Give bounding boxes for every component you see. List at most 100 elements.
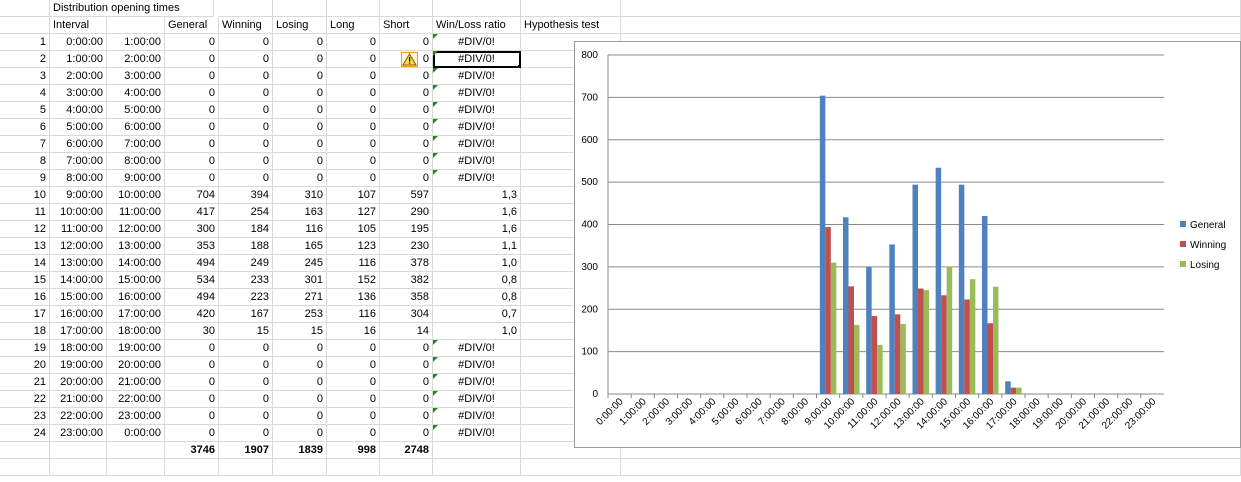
column-header[interactable]: Win/Loss ratio bbox=[433, 17, 521, 34]
interval-start[interactable]: 13:00:00 bbox=[50, 255, 107, 272]
row-number[interactable]: 21 bbox=[0, 374, 50, 391]
short-cell[interactable]: 0 bbox=[380, 170, 433, 187]
row-number[interactable]: 24 bbox=[0, 425, 50, 442]
losing-cell[interactable]: 0 bbox=[273, 68, 327, 85]
ratio-cell[interactable]: 0,8 bbox=[433, 289, 521, 306]
losing-cell[interactable]: 0 bbox=[273, 374, 327, 391]
losing-cell[interactable]: 0 bbox=[273, 425, 327, 442]
interval-start[interactable]: 1:00:00 bbox=[50, 51, 107, 68]
winning-cell[interactable]: 0 bbox=[219, 153, 273, 170]
interval-end[interactable]: 17:00:00 bbox=[107, 306, 165, 323]
empty-cell[interactable] bbox=[621, 17, 1241, 34]
interval-end[interactable]: 16:00:00 bbox=[107, 289, 165, 306]
losing-cell[interactable]: 0 bbox=[273, 153, 327, 170]
long-cell[interactable]: 0 bbox=[327, 357, 380, 374]
long-cell[interactable]: 116 bbox=[327, 306, 380, 323]
interval-end[interactable]: 22:00:00 bbox=[107, 391, 165, 408]
total-general[interactable]: 3746 bbox=[165, 442, 219, 459]
general-cell[interactable]: 534 bbox=[165, 272, 219, 289]
row-number[interactable]: 4 bbox=[0, 85, 50, 102]
interval-start[interactable]: 11:00:00 bbox=[50, 221, 107, 238]
ratio-cell[interactable]: 0,7 bbox=[433, 306, 521, 323]
empty-cell[interactable] bbox=[327, 0, 380, 17]
long-cell[interactable]: 136 bbox=[327, 289, 380, 306]
interval-start[interactable]: 14:00:00 bbox=[50, 272, 107, 289]
winning-cell[interactable]: 0 bbox=[219, 51, 273, 68]
winning-cell[interactable]: 0 bbox=[219, 340, 273, 357]
interval-end[interactable]: 10:00:00 bbox=[107, 187, 165, 204]
empty-cell[interactable] bbox=[107, 442, 165, 459]
losing-cell[interactable]: 0 bbox=[273, 34, 327, 51]
long-cell[interactable]: 0 bbox=[327, 391, 380, 408]
interval-end[interactable]: 12:00:00 bbox=[107, 221, 165, 238]
row-number[interactable]: 5 bbox=[0, 102, 50, 119]
empty-cell[interactable] bbox=[107, 459, 165, 476]
interval-end[interactable]: 14:00:00 bbox=[107, 255, 165, 272]
long-cell[interactable]: 107 bbox=[327, 187, 380, 204]
interval-end[interactable]: 6:00:00 bbox=[107, 119, 165, 136]
empty-cell[interactable] bbox=[433, 0, 521, 17]
losing-cell[interactable]: 165 bbox=[273, 238, 327, 255]
long-cell[interactable]: 127 bbox=[327, 204, 380, 221]
long-cell[interactable]: 0 bbox=[327, 51, 380, 68]
short-cell[interactable]: 0 bbox=[380, 85, 433, 102]
row-number[interactable]: 6 bbox=[0, 119, 50, 136]
general-cell[interactable]: 0 bbox=[165, 357, 219, 374]
interval-end[interactable]: 15:00:00 bbox=[107, 272, 165, 289]
winning-cell[interactable]: 0 bbox=[219, 85, 273, 102]
general-cell[interactable]: 0 bbox=[165, 170, 219, 187]
row-number[interactable]: 19 bbox=[0, 340, 50, 357]
winning-cell[interactable]: 233 bbox=[219, 272, 273, 289]
short-cell[interactable]: 0 bbox=[380, 425, 433, 442]
row-number[interactable]: 15 bbox=[0, 272, 50, 289]
interval-end[interactable]: 11:00:00 bbox=[107, 204, 165, 221]
general-cell[interactable]: 0 bbox=[165, 34, 219, 51]
long-cell[interactable]: 0 bbox=[327, 34, 380, 51]
warning-icon[interactable] bbox=[401, 52, 418, 67]
winning-cell[interactable]: 0 bbox=[219, 34, 273, 51]
empty-cell[interactable] bbox=[273, 0, 327, 17]
empty-cell[interactable] bbox=[219, 459, 273, 476]
interval-end[interactable]: 21:00:00 bbox=[107, 374, 165, 391]
winning-cell[interactable]: 0 bbox=[219, 170, 273, 187]
general-cell[interactable]: 704 bbox=[165, 187, 219, 204]
interval-start[interactable]: 16:00:00 bbox=[50, 306, 107, 323]
ratio-cell[interactable]: #DIV/0! bbox=[433, 340, 521, 357]
general-cell[interactable]: 0 bbox=[165, 425, 219, 442]
interval-start[interactable]: 2:00:00 bbox=[50, 68, 107, 85]
empty-cell[interactable] bbox=[521, 459, 621, 476]
interval-end[interactable]: 9:00:00 bbox=[107, 170, 165, 187]
general-cell[interactable]: 420 bbox=[165, 306, 219, 323]
total-winning[interactable]: 1907 bbox=[219, 442, 273, 459]
winning-cell[interactable]: 184 bbox=[219, 221, 273, 238]
winning-cell[interactable]: 15 bbox=[219, 323, 273, 340]
long-cell[interactable]: 0 bbox=[327, 85, 380, 102]
empty-cell[interactable] bbox=[621, 0, 1241, 17]
long-cell[interactable]: 16 bbox=[327, 323, 380, 340]
interval-start[interactable]: 10:00:00 bbox=[50, 204, 107, 221]
column-header[interactable]: Winning bbox=[219, 17, 273, 34]
losing-cell[interactable]: 0 bbox=[273, 357, 327, 374]
row-number[interactable]: 23 bbox=[0, 408, 50, 425]
column-header[interactable]: Hypothesis test bbox=[521, 17, 621, 34]
interval-start[interactable]: 9:00:00 bbox=[50, 187, 107, 204]
ratio-cell[interactable]: #DIV/0! bbox=[433, 357, 521, 374]
ratio-cell[interactable]: 1,1 bbox=[433, 238, 521, 255]
long-cell[interactable]: 105 bbox=[327, 221, 380, 238]
general-cell[interactable]: 0 bbox=[165, 374, 219, 391]
row-number[interactable]: 10 bbox=[0, 187, 50, 204]
empty-cell[interactable] bbox=[0, 459, 50, 476]
short-cell[interactable]: 0 bbox=[380, 153, 433, 170]
empty-cell[interactable] bbox=[0, 0, 50, 17]
general-cell[interactable]: 353 bbox=[165, 238, 219, 255]
empty-cell[interactable] bbox=[165, 459, 219, 476]
losing-cell[interactable]: 0 bbox=[273, 340, 327, 357]
interval-start[interactable]: 19:00:00 bbox=[50, 357, 107, 374]
losing-cell[interactable]: 116 bbox=[273, 221, 327, 238]
row-number[interactable]: 7 bbox=[0, 136, 50, 153]
winning-cell[interactable]: 0 bbox=[219, 68, 273, 85]
row-number[interactable]: 2 bbox=[0, 51, 50, 68]
interval-end[interactable]: 13:00:00 bbox=[107, 238, 165, 255]
empty-cell[interactable] bbox=[0, 442, 50, 459]
total-losing[interactable]: 1839 bbox=[273, 442, 327, 459]
